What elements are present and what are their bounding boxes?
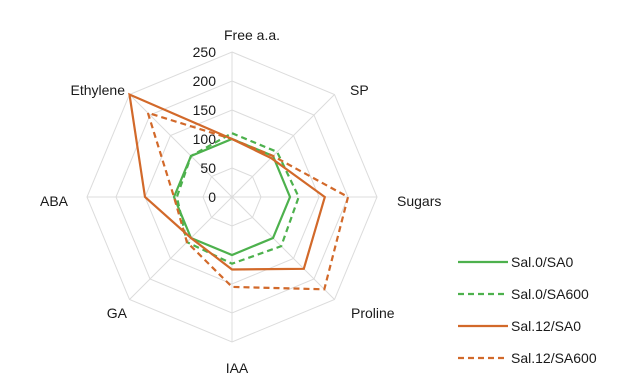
tick-label-200: 200 [193,73,217,89]
spoke-7 [129,94,233,198]
axis-labels: Free a.a. SP Sugars Proline IAA GA ABA Ethylene [40,27,441,376]
tick-label-100: 100 [193,131,217,147]
series-line-2 [128,92,327,271]
spoke-1 [231,94,335,198]
legend-label-1: Sal.0/SA600 [511,286,589,302]
tick-label-50: 50 [200,160,216,176]
axis-label-1: SP [350,82,369,98]
series-line-3 [146,111,350,291]
tick-label-250: 250 [193,44,217,60]
series-line-0 [172,137,292,257]
spoke-5 [129,196,233,300]
radar-grid [86,51,378,343]
axis-label-0: Free a.a. [224,27,280,43]
spoke-3 [231,196,335,300]
axis-label-4: IAA [226,360,249,376]
series-line-1 [175,131,300,265]
tick-label-0: 0 [208,189,216,205]
legend: Sal.0/SA0 Sal.0/SA600 Sal.12/SA0 Sal.12/SA6… [458,254,597,366]
tick-label-150: 150 [193,102,217,118]
axis-label-5: GA [107,305,128,321]
axis-label-7: Ethylene [71,82,126,98]
axis-label-2: Sugars [397,193,441,209]
legend-label-3: Sal.12/SA600 [511,350,597,366]
radar-ticks: 0 50 100 150 200 250 [193,44,217,205]
legend-label-2: Sal.12/SA0 [511,318,581,334]
axis-label-6: ABA [40,193,69,209]
radar-series [128,92,350,291]
legend-label-0: Sal.0/SA0 [511,254,573,270]
axis-label-3: Proline [351,305,395,321]
